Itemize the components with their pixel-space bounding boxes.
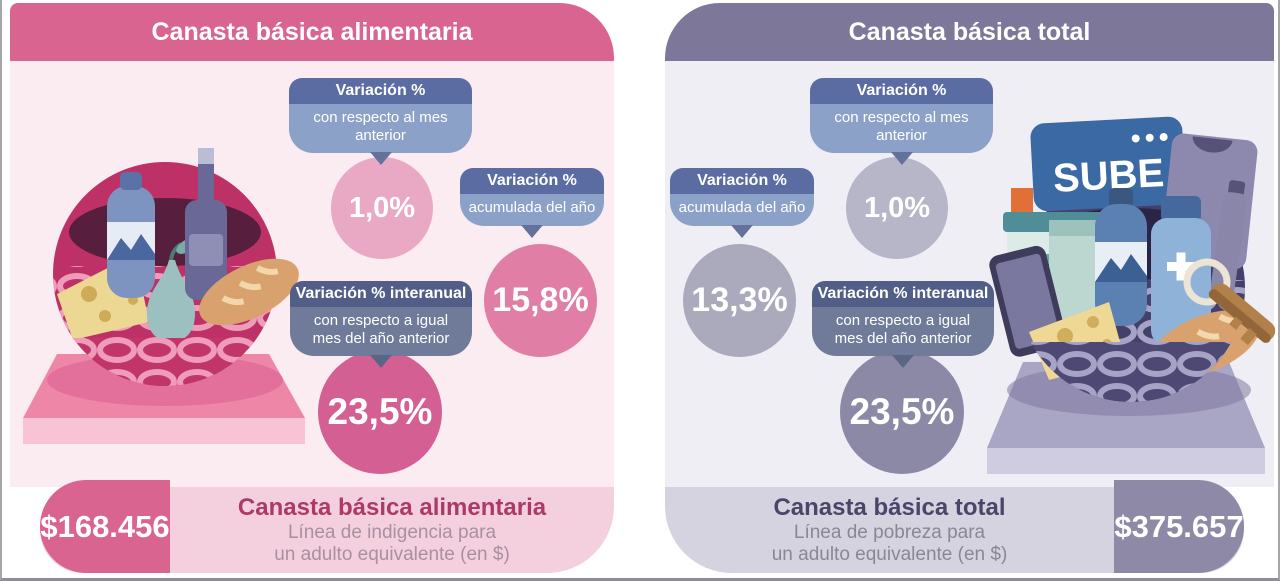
yoy-variation-value: 23,5% [840,350,964,474]
callout-subtitle: acumulada del año [460,194,604,226]
callout-monthly-variation: Variación % con respecto al mes anterior [289,78,472,166]
callout-pointer [731,224,753,238]
callout-pointer [890,152,913,166]
panel-canasta-total: Canasta básica total [665,3,1276,573]
amount-total: $375.657 [1114,480,1244,573]
callout-pointer [892,355,914,369]
footer-subtitle-line2: un adulto equivalente (en $) [274,544,510,565]
callout-ytd-variation: Variación % acumulada del año [670,168,814,238]
food-basket-illustration [23,148,305,444]
panel-title-total: Canasta básica total [665,3,1274,61]
footer-subtitle-line1: Línea de pobreza para [793,521,986,543]
callout-subtitle: con respecto al mes anterior [810,104,993,154]
yoy-variation-value: 23,5% [318,350,442,474]
footer-title: Canasta básica alimentaria [237,494,547,521]
callout-yoy-variation: Variación % interanual con respecto a ig… [290,281,472,369]
callout-title: Variación % interanual [290,281,472,307]
amount-alimentaria: $168.456 [40,480,170,573]
total-basket-illustration: SUBE [987,116,1276,474]
callout-subtitle: con respecto a igual mes del año anterio… [290,307,472,357]
callout-subtitle: acumulada del año [670,194,814,226]
footer-title: Canasta básica total [773,494,1006,521]
footer-subtitle-line2: un adulto equivalente (en $) [771,544,1008,565]
callout-title: Variación % interanual [812,281,994,307]
footer-text-alimentaria: Canasta básica alimentaria Línea de indi… [170,494,614,566]
callout-pointer [369,152,392,166]
footer-subtitle-line1: Línea de indigencia para [287,521,497,543]
callout-title: Variación % [670,168,814,194]
footer-text-total: Canasta básica total Línea de pobreza pa… [665,494,1114,566]
ytd-variation-value: 15,8% [484,244,597,357]
callout-ytd-variation: Variación % acumulada del año [460,168,604,238]
ytd-variation-value: 13,3% [683,244,796,357]
callout-title: Variación % [460,168,604,194]
panel-title-alimentaria: Canasta básica alimentaria [10,3,614,61]
callout-title: Variación % [810,78,993,104]
callout-subtitle: con respecto a igual mes del año anterio… [812,307,994,357]
monthly-variation-value: 1,0% [331,157,433,259]
callout-yoy-variation: Variación % interanual con respecto a ig… [812,281,994,369]
sube-card-label: SUBE [1052,151,1165,201]
callout-pointer [521,224,543,238]
monthly-variation-value: 1,0% [846,157,948,259]
callout-pointer [370,355,392,369]
callout-subtitle: con respecto al mes anterior [289,104,472,154]
panel-canasta-alimentaria: Canasta básica alimentaria [10,3,614,573]
callout-monthly-variation: Variación % con respecto al mes anterior [810,78,993,166]
callout-title: Variación % [289,78,472,104]
